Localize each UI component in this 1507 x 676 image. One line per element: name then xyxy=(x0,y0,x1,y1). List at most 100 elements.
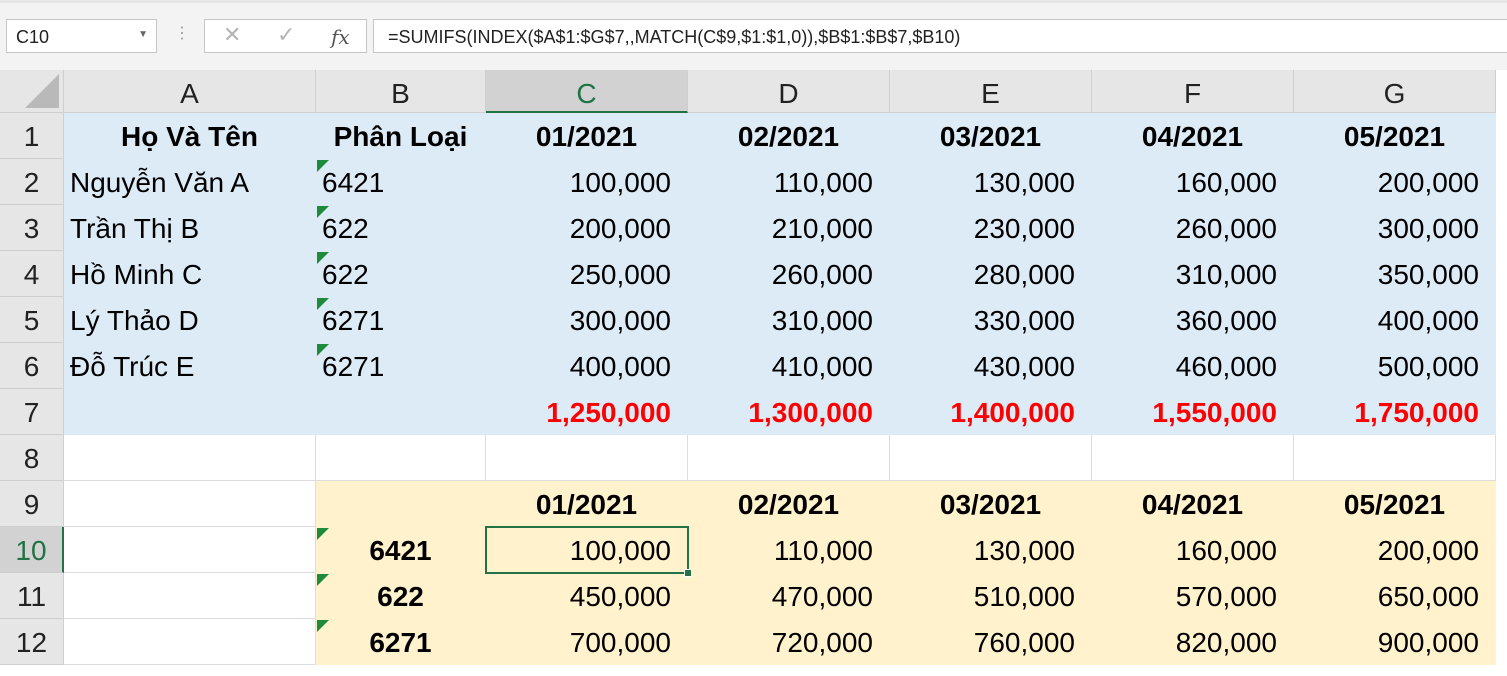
cell-g5[interactable]: 400,000 xyxy=(1294,297,1496,343)
cell-e8[interactable] xyxy=(890,435,1092,481)
cell-d10[interactable]: 110,000 xyxy=(688,527,890,573)
cell-a8[interactable] xyxy=(64,435,316,481)
cell-b4[interactable]: 622 xyxy=(316,251,486,297)
cell-b8[interactable] xyxy=(316,435,486,481)
name-box[interactable]: C10 ▼ xyxy=(6,19,157,53)
cell-f7[interactable]: 1,550,000 xyxy=(1092,389,1294,435)
cell-e12[interactable]: 760,000 xyxy=(890,619,1092,665)
cell-g12[interactable]: 900,000 xyxy=(1294,619,1496,665)
cell-c10[interactable]: 100,000 xyxy=(486,527,688,573)
cell-a11[interactable] xyxy=(64,573,316,619)
column-header-c[interactable]: C xyxy=(486,70,688,113)
more-options-icon[interactable]: ⋮ xyxy=(174,25,190,42)
cell-f9[interactable]: 04/2021 xyxy=(1092,481,1294,527)
cell-a1[interactable]: Họ Và Tên xyxy=(64,113,316,159)
cell-a7[interactable] xyxy=(64,389,316,435)
cell-f5[interactable]: 360,000 xyxy=(1092,297,1294,343)
cell-a4[interactable]: Hồ Minh C xyxy=(64,251,316,297)
cell-a3[interactable]: Trần Thị B xyxy=(64,205,316,251)
cell-d4[interactable]: 260,000 xyxy=(688,251,890,297)
cell-f12[interactable]: 820,000 xyxy=(1092,619,1294,665)
row-header-3[interactable]: 3 xyxy=(0,205,64,251)
cell-d9[interactable]: 02/2021 xyxy=(688,481,890,527)
cell-d2[interactable]: 110,000 xyxy=(688,159,890,205)
cell-d12[interactable]: 720,000 xyxy=(688,619,890,665)
row-header-8[interactable]: 8 xyxy=(0,435,64,481)
cell-f8[interactable] xyxy=(1092,435,1294,481)
cell-a9[interactable] xyxy=(64,481,316,527)
chevron-down-icon[interactable]: ▼ xyxy=(138,29,148,40)
cell-d6[interactable]: 410,000 xyxy=(688,343,890,389)
row-header-5[interactable]: 5 xyxy=(0,297,64,343)
cell-a10[interactable] xyxy=(64,527,316,573)
cell-e6[interactable]: 430,000 xyxy=(890,343,1092,389)
column-header-f[interactable]: F xyxy=(1092,70,1294,113)
cell-g3[interactable]: 300,000 xyxy=(1294,205,1496,251)
column-header-b[interactable]: B xyxy=(316,70,486,113)
cell-e2[interactable]: 130,000 xyxy=(890,159,1092,205)
cell-a2[interactable]: Nguyễn Văn A xyxy=(64,159,316,205)
cell-b10[interactable]: 6421 xyxy=(316,527,486,573)
cell-b12[interactable]: 6271 xyxy=(316,619,486,665)
cell-c7[interactable]: 1,250,000 xyxy=(486,389,688,435)
cell-f1[interactable]: 04/2021 xyxy=(1092,113,1294,159)
cell-e10[interactable]: 130,000 xyxy=(890,527,1092,573)
cell-g11[interactable]: 650,000 xyxy=(1294,573,1496,619)
cell-d1[interactable]: 02/2021 xyxy=(688,113,890,159)
cell-f3[interactable]: 260,000 xyxy=(1092,205,1294,251)
cell-c6[interactable]: 400,000 xyxy=(486,343,688,389)
cell-d11[interactable]: 470,000 xyxy=(688,573,890,619)
cell-e9[interactable]: 03/2021 xyxy=(890,481,1092,527)
column-header-a[interactable]: A xyxy=(64,70,316,113)
cell-c2[interactable]: 100,000 xyxy=(486,159,688,205)
row-header-6[interactable]: 6 xyxy=(0,343,64,389)
cell-b5[interactable]: 6271 xyxy=(316,297,486,343)
cell-c11[interactable]: 450,000 xyxy=(486,573,688,619)
row-header-10[interactable]: 10 xyxy=(0,527,64,573)
cell-e7[interactable]: 1,400,000 xyxy=(890,389,1092,435)
cell-g6[interactable]: 500,000 xyxy=(1294,343,1496,389)
cell-c8[interactable] xyxy=(486,435,688,481)
cell-c4[interactable]: 250,000 xyxy=(486,251,688,297)
cell-g7[interactable]: 1,750,000 xyxy=(1294,389,1496,435)
cell-d5[interactable]: 310,000 xyxy=(688,297,890,343)
cell-c1[interactable]: 01/2021 xyxy=(486,113,688,159)
cell-e5[interactable]: 330,000 xyxy=(890,297,1092,343)
cell-b3[interactable]: 622 xyxy=(316,205,486,251)
row-header-7[interactable]: 7 xyxy=(0,389,64,435)
row-header-9[interactable]: 9 xyxy=(0,481,64,527)
cell-e11[interactable]: 510,000 xyxy=(890,573,1092,619)
cell-g9[interactable]: 05/2021 xyxy=(1294,481,1496,527)
cell-b9[interactable] xyxy=(316,481,486,527)
column-header-g[interactable]: G xyxy=(1294,70,1496,113)
cell-e4[interactable]: 280,000 xyxy=(890,251,1092,297)
cell-g10[interactable]: 200,000 xyxy=(1294,527,1496,573)
cell-g2[interactable]: 200,000 xyxy=(1294,159,1496,205)
cell-c3[interactable]: 200,000 xyxy=(486,205,688,251)
cell-g8[interactable] xyxy=(1294,435,1496,481)
cell-b1[interactable]: Phân Loại xyxy=(316,113,486,159)
cell-b6[interactable]: 6271 xyxy=(316,343,486,389)
cell-a5[interactable]: Lý Thảo D xyxy=(64,297,316,343)
row-header-11[interactable]: 11 xyxy=(0,573,64,619)
cell-e1[interactable]: 03/2021 xyxy=(890,113,1092,159)
cell-f11[interactable]: 570,000 xyxy=(1092,573,1294,619)
cell-f6[interactable]: 460,000 xyxy=(1092,343,1294,389)
row-header-1[interactable]: 1 xyxy=(0,113,64,159)
row-header-2[interactable]: 2 xyxy=(0,159,64,205)
cell-c5[interactable]: 300,000 xyxy=(486,297,688,343)
cell-d3[interactable]: 210,000 xyxy=(688,205,890,251)
cancel-icon[interactable]: ✕ xyxy=(223,22,242,47)
cell-e3[interactable]: 230,000 xyxy=(890,205,1092,251)
select-all-corner[interactable] xyxy=(0,70,64,113)
cell-g4[interactable]: 350,000 xyxy=(1294,251,1496,297)
cell-b11[interactable]: 622 xyxy=(316,573,486,619)
column-header-e[interactable]: E xyxy=(890,70,1092,113)
cell-c9[interactable]: 01/2021 xyxy=(486,481,688,527)
cell-a6[interactable]: Đỗ Trúc E xyxy=(64,343,316,389)
cell-c12[interactable]: 700,000 xyxy=(486,619,688,665)
row-header-12[interactable]: 12 xyxy=(0,619,64,665)
cell-f10[interactable]: 160,000 xyxy=(1092,527,1294,573)
row-header-4[interactable]: 4 xyxy=(0,251,64,297)
cell-f4[interactable]: 310,000 xyxy=(1092,251,1294,297)
